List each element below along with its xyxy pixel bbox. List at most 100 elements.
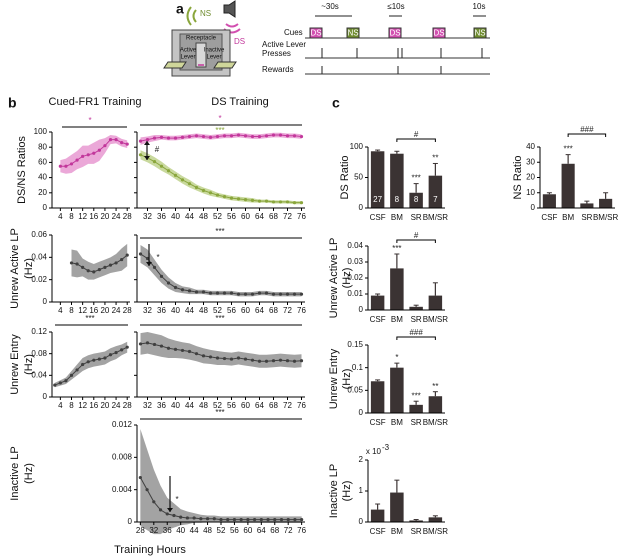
point bbox=[243, 198, 248, 202]
receptacle bbox=[195, 42, 207, 68]
y-axis-label: DS/NS Ratios bbox=[16, 136, 28, 204]
arrow-head bbox=[146, 262, 152, 266]
x-tick-label: 56 bbox=[227, 306, 236, 315]
x-tick-label: 28 bbox=[123, 212, 132, 221]
point bbox=[64, 379, 68, 383]
point bbox=[285, 134, 290, 138]
bar bbox=[561, 163, 575, 208]
point bbox=[201, 354, 206, 358]
point bbox=[208, 291, 213, 295]
x-tick-label: 60 bbox=[241, 401, 250, 410]
point bbox=[257, 359, 262, 363]
bar bbox=[428, 295, 443, 310]
x-axis-label: Training Hours bbox=[114, 544, 186, 556]
point bbox=[114, 261, 118, 265]
y-axis-label: NS Ratio bbox=[512, 155, 524, 199]
point bbox=[92, 358, 96, 362]
significance-label: # bbox=[414, 231, 419, 240]
x-tick-label: 44 bbox=[190, 526, 199, 535]
error-band bbox=[140, 132, 302, 145]
x-tick-label: 36 bbox=[163, 526, 172, 535]
panel-label: b bbox=[8, 95, 17, 111]
y-tick-label: 0 bbox=[531, 203, 536, 212]
significance-label: * bbox=[175, 495, 178, 504]
point bbox=[173, 136, 178, 140]
point bbox=[278, 358, 283, 362]
x-tick-label: 16 bbox=[89, 212, 98, 221]
bar bbox=[370, 509, 385, 522]
significance-label: * bbox=[88, 116, 91, 125]
point bbox=[292, 359, 297, 363]
point bbox=[185, 516, 189, 520]
speaker bbox=[223, 0, 236, 18]
point bbox=[271, 359, 276, 363]
x-tick-label: CSF bbox=[370, 418, 386, 427]
x-tick-label: BM/SR bbox=[423, 213, 449, 222]
point bbox=[166, 136, 171, 140]
point bbox=[187, 289, 192, 293]
point bbox=[222, 356, 227, 361]
press-ticks bbox=[321, 48, 483, 58]
point bbox=[194, 134, 199, 138]
x-tick-label: 48 bbox=[203, 526, 212, 535]
cue-label: DS bbox=[310, 29, 321, 38]
y-tick-label: 1 bbox=[359, 486, 364, 495]
x-tick-label: BM/SR bbox=[423, 315, 449, 324]
x-tick-label: 28 bbox=[123, 401, 132, 410]
point bbox=[194, 185, 199, 190]
x-tick-label: 4 bbox=[58, 401, 63, 410]
arrow-head bbox=[144, 141, 150, 145]
point bbox=[69, 261, 74, 265]
bar bbox=[409, 306, 423, 310]
x-tick-label: 52 bbox=[213, 401, 222, 410]
y-tick-label: 0.12 bbox=[31, 327, 47, 336]
y-axis-label: (Hz) bbox=[23, 463, 35, 484]
x-tick-label: 36 bbox=[157, 306, 166, 315]
n-label: 7 bbox=[433, 195, 438, 204]
x-tick-label: 8 bbox=[69, 306, 74, 315]
row-label: Active Lever bbox=[262, 40, 306, 49]
y-tick-label: 0.008 bbox=[112, 452, 133, 461]
point bbox=[120, 257, 124, 262]
y-tick-label: 0.04 bbox=[31, 252, 47, 261]
inactive-lever bbox=[213, 61, 237, 69]
point bbox=[226, 517, 230, 522]
point bbox=[180, 288, 185, 292]
x-tick-label: 48 bbox=[199, 306, 208, 315]
point bbox=[292, 134, 297, 138]
bar bbox=[409, 520, 423, 522]
point bbox=[243, 292, 248, 296]
x-tick-label: 52 bbox=[213, 212, 222, 221]
point bbox=[158, 508, 163, 512]
point bbox=[299, 134, 304, 139]
point bbox=[222, 291, 227, 295]
x-tick-label: 40 bbox=[171, 306, 180, 315]
line bbox=[140, 154, 302, 204]
duration-label: ≤10s bbox=[387, 2, 404, 11]
bar bbox=[370, 151, 385, 208]
x-tick-label: 24 bbox=[112, 401, 121, 410]
y-tick-label: 30 bbox=[526, 157, 535, 166]
y-tick-label: 0.03 bbox=[347, 257, 363, 266]
point bbox=[125, 142, 129, 146]
cue-label: DS bbox=[433, 29, 444, 38]
y-axis-label: Unrew Active LP bbox=[328, 238, 340, 319]
point bbox=[108, 353, 113, 357]
point bbox=[239, 517, 243, 522]
x-tick-label: 40 bbox=[171, 401, 180, 410]
point bbox=[166, 281, 171, 285]
x-tick-label: 56 bbox=[230, 526, 239, 535]
cue-box bbox=[432, 27, 446, 39]
point bbox=[69, 162, 74, 166]
point bbox=[271, 200, 276, 204]
x-tick-label: 12 bbox=[78, 306, 87, 315]
bar bbox=[409, 192, 423, 208]
x-tick-label: 68 bbox=[270, 526, 279, 535]
x-tick-label: 8 bbox=[69, 212, 74, 221]
point bbox=[114, 138, 118, 142]
cue-label: NS bbox=[347, 29, 358, 38]
duration-label: ~30s bbox=[321, 2, 339, 11]
x-tick-label: 20 bbox=[100, 306, 109, 315]
y-tick-label: 20 bbox=[526, 173, 535, 182]
receptacle-label: Receptacle bbox=[186, 36, 217, 42]
